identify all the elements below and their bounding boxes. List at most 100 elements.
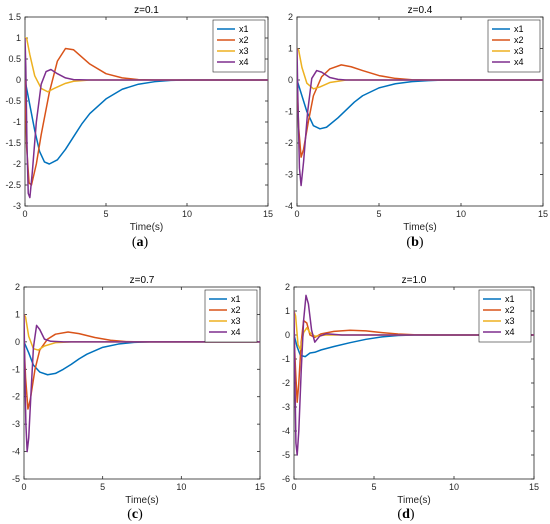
y-tick-label: -1.5 xyxy=(5,138,21,148)
y-tick-label: -1 xyxy=(285,107,293,117)
x-tick-label: 0 xyxy=(294,209,299,219)
y-tick-label: 1 xyxy=(15,309,20,319)
legend-label: x1 xyxy=(239,24,249,34)
legend-label: x4 xyxy=(514,57,524,67)
y-tick-label: -2.5 xyxy=(5,180,21,190)
series-line-x2 xyxy=(297,64,543,158)
series-line-x1 xyxy=(24,341,260,376)
legend-label: x2 xyxy=(231,305,241,315)
x-tick-label: 10 xyxy=(176,482,186,492)
y-tick-label: -0.5 xyxy=(5,96,21,106)
legend-label: x4 xyxy=(505,327,515,337)
y-tick-label: 1 xyxy=(285,306,290,316)
series-line-x4 xyxy=(297,48,543,187)
y-tick-label: -3 xyxy=(12,419,20,429)
y-tick-label: -6 xyxy=(282,474,290,484)
x-axis-label: Time(s) xyxy=(397,495,431,506)
series-line-x4 xyxy=(294,294,534,456)
legend-label: x2 xyxy=(505,305,515,315)
panel-caption: (c) xyxy=(127,507,143,522)
chart-panel-a: z=0.1 0 5 10 15 -3 -2.5 -2 -1.5 -1 -0.5 0 0.5 1 1.5 Tim… xyxy=(5,5,273,250)
y-tick-label: 0.5 xyxy=(8,54,21,64)
panel-caption: (d) xyxy=(397,507,414,522)
series-line-x1 xyxy=(297,79,543,130)
y-tick-label: 1 xyxy=(16,33,21,43)
legend-label: x1 xyxy=(505,294,515,304)
series-line-x4 xyxy=(24,314,260,453)
y-tick-label: -4 xyxy=(285,201,293,211)
y-tick-label: 2 xyxy=(285,282,290,292)
x-tick-label: 0 xyxy=(291,482,296,492)
x-axis-label: Time(s) xyxy=(125,495,159,506)
chart-title: z=0.1 xyxy=(134,5,159,16)
chart-title: z=0.7 xyxy=(130,275,155,286)
legend-label: x4 xyxy=(231,327,241,337)
y-tick-label: -5 xyxy=(12,474,20,484)
x-axis-label: Time(s) xyxy=(403,222,437,233)
series-group xyxy=(25,37,268,199)
panel-letter: c xyxy=(132,507,138,522)
y-tick-label: -3 xyxy=(285,170,293,180)
x-tick-label: 15 xyxy=(263,209,273,219)
series-group xyxy=(24,314,260,453)
x-tick-label: 5 xyxy=(376,209,381,219)
series-line-x3 xyxy=(25,37,268,93)
series-line-x4 xyxy=(25,37,268,199)
series-line-x1 xyxy=(25,79,268,165)
y-tick-label: -3 xyxy=(282,402,290,412)
y-tick-label: -4 xyxy=(12,447,20,457)
chart-title: z=1.0 xyxy=(402,275,427,286)
panel-caption: (b) xyxy=(406,235,423,250)
x-tick-label: 0 xyxy=(22,209,27,219)
y-tick-label: -2 xyxy=(282,378,290,388)
panel-letter: d xyxy=(402,507,410,522)
y-tick-label: -5 xyxy=(282,450,290,460)
y-tick-label: -4 xyxy=(282,426,290,436)
legend-label: x4 xyxy=(239,57,249,67)
series-group xyxy=(294,294,534,456)
panel-caption: (a) xyxy=(132,235,149,250)
y-tick-label: -1 xyxy=(12,364,20,374)
legend-label: x3 xyxy=(505,316,515,326)
chart-title: z=0.4 xyxy=(408,5,433,16)
y-tick-label: -1 xyxy=(13,117,21,127)
legend-label: x2 xyxy=(239,35,249,45)
y-tick-label: 0 xyxy=(285,330,290,340)
x-tick-label: 15 xyxy=(255,482,265,492)
plot-frame xyxy=(23,286,261,480)
y-tick-label: 0 xyxy=(288,75,293,85)
legend-label: x3 xyxy=(231,316,241,326)
y-tick-label: 1 xyxy=(288,44,293,54)
panel-letter: a xyxy=(137,235,144,250)
series-line-x3 xyxy=(297,47,543,90)
x-tick-label: 15 xyxy=(538,209,548,219)
x-tick-label: 0 xyxy=(21,482,26,492)
x-tick-label: 5 xyxy=(100,482,105,492)
y-tick-label: 1.5 xyxy=(8,12,21,22)
chart-panel-d: z=1.0 0 5 10 15 -6 -5 -4 -3 -2 -1 0 1 2 Time(s) x1x2x3x… xyxy=(282,275,539,522)
y-tick-label: -2 xyxy=(12,392,20,402)
x-axis-label: Time(s) xyxy=(130,222,164,233)
y-tick-label: -2 xyxy=(285,138,293,148)
x-tick-label: 15 xyxy=(529,482,539,492)
y-tick-label: -2 xyxy=(13,159,21,169)
x-tick-label: 5 xyxy=(371,482,376,492)
plot-frame xyxy=(24,16,269,207)
y-tick-label: 0 xyxy=(16,75,21,85)
y-tick-label: 2 xyxy=(15,282,20,292)
x-tick-label: 10 xyxy=(449,482,459,492)
y-tick-label: -3 xyxy=(13,201,21,211)
legend-label: x3 xyxy=(239,46,249,56)
legend-label: x1 xyxy=(514,24,524,34)
y-tick-label: -1 xyxy=(282,354,290,364)
series-group xyxy=(297,47,543,187)
x-tick-label: 10 xyxy=(182,209,192,219)
legend-label: x2 xyxy=(514,35,524,45)
y-tick-label: 0 xyxy=(15,337,20,347)
